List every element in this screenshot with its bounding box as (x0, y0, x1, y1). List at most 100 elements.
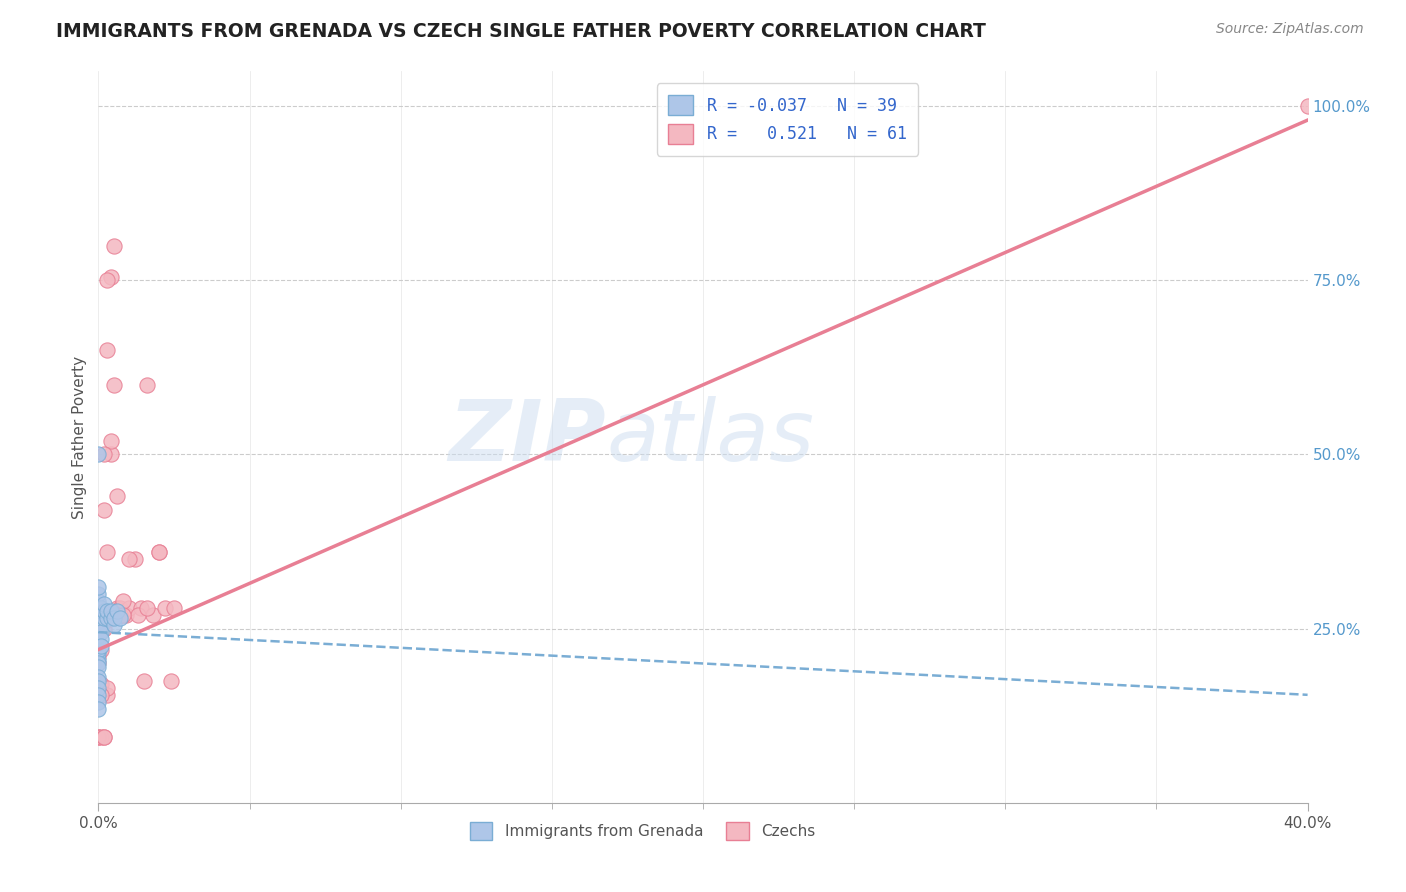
Point (87, 622, 110, 636)
Point (93, 730, 115, 744)
Point (87, 730, 110, 744)
Point (105, 604, 128, 618)
Point (108, 600, 131, 615)
Point (87, 587, 110, 601)
Point (87, 635, 110, 649)
Point (87, 688, 110, 702)
Point (96, 273, 118, 287)
Point (105, 600, 128, 615)
Point (90, 642, 112, 657)
Point (163, 600, 186, 615)
Point (96, 688, 118, 702)
Point (132, 673, 155, 688)
Point (87, 642, 110, 657)
Point (160, 673, 183, 688)
Legend: Immigrants from Grenada, Czechs: Immigrants from Grenada, Czechs (464, 815, 821, 847)
Point (96, 545, 118, 559)
Point (93, 503, 115, 517)
Point (90, 600, 112, 615)
Point (111, 594, 134, 608)
Point (90, 730, 112, 744)
Point (103, 607, 125, 622)
Point (129, 600, 152, 615)
Point (100, 604, 122, 618)
Point (96, 607, 118, 622)
Point (100, 448, 122, 462)
Point (87, 594, 110, 608)
Point (93, 615, 115, 629)
Point (93, 730, 115, 744)
Point (111, 607, 134, 622)
Point (90, 632, 112, 646)
Point (103, 607, 125, 622)
Point (87, 646, 110, 660)
Point (90, 684, 112, 698)
Point (142, 607, 165, 622)
Point (90, 677, 112, 691)
Point (100, 607, 122, 622)
Y-axis label: Single Father Poverty: Single Father Poverty (72, 356, 87, 518)
Point (87, 673, 110, 688)
Text: IMMIGRANTS FROM GRENADA VS CZECH SINGLE FATHER POVERTY CORRELATION CHART: IMMIGRANTS FROM GRENADA VS CZECH SINGLE … (56, 22, 986, 41)
Point (93, 597, 115, 611)
Point (103, 607, 125, 622)
Point (105, 489, 128, 503)
Point (105, 607, 128, 622)
Point (100, 611, 122, 625)
Point (93, 622, 115, 636)
Point (87, 649, 110, 664)
Point (103, 618, 125, 632)
Point (108, 607, 131, 622)
Point (118, 552, 141, 566)
Point (96, 611, 118, 625)
Text: Source: ZipAtlas.com: Source: ZipAtlas.com (1216, 22, 1364, 37)
Point (87, 657, 110, 671)
Point (114, 607, 136, 622)
Point (87, 695, 110, 709)
Point (90, 607, 112, 622)
Point (105, 607, 128, 622)
Point (103, 238, 125, 252)
Point (90, 615, 112, 629)
Point (87, 657, 110, 671)
Point (96, 607, 118, 622)
Point (87, 580, 110, 594)
Point (87, 670, 110, 684)
Point (111, 607, 134, 622)
Point (93, 448, 115, 462)
Point (90, 618, 112, 632)
Point (135, 600, 157, 615)
Point (87, 448, 110, 462)
Point (127, 607, 149, 622)
Point (90, 625, 112, 640)
Point (87, 681, 110, 695)
Point (118, 600, 141, 615)
Point (148, 545, 170, 559)
Point (100, 269, 122, 284)
Text: ZIP: ZIP (449, 395, 606, 479)
Point (87, 730, 110, 744)
Point (96, 681, 118, 695)
Point (87, 660, 110, 674)
Point (108, 607, 131, 622)
Point (1296, 99, 1319, 113)
Point (135, 377, 157, 392)
Point (100, 434, 122, 448)
Point (100, 607, 122, 622)
Point (103, 611, 125, 625)
Point (108, 611, 131, 625)
Point (100, 611, 122, 625)
Point (100, 607, 122, 622)
Point (124, 552, 146, 566)
Point (148, 545, 170, 559)
Point (96, 343, 118, 357)
Point (105, 607, 128, 622)
Point (87, 600, 110, 615)
Point (87, 629, 110, 643)
Point (87, 615, 110, 629)
Point (90, 688, 112, 702)
Point (87, 702, 110, 716)
Point (87, 607, 110, 622)
Point (90, 639, 112, 653)
Point (96, 604, 118, 618)
